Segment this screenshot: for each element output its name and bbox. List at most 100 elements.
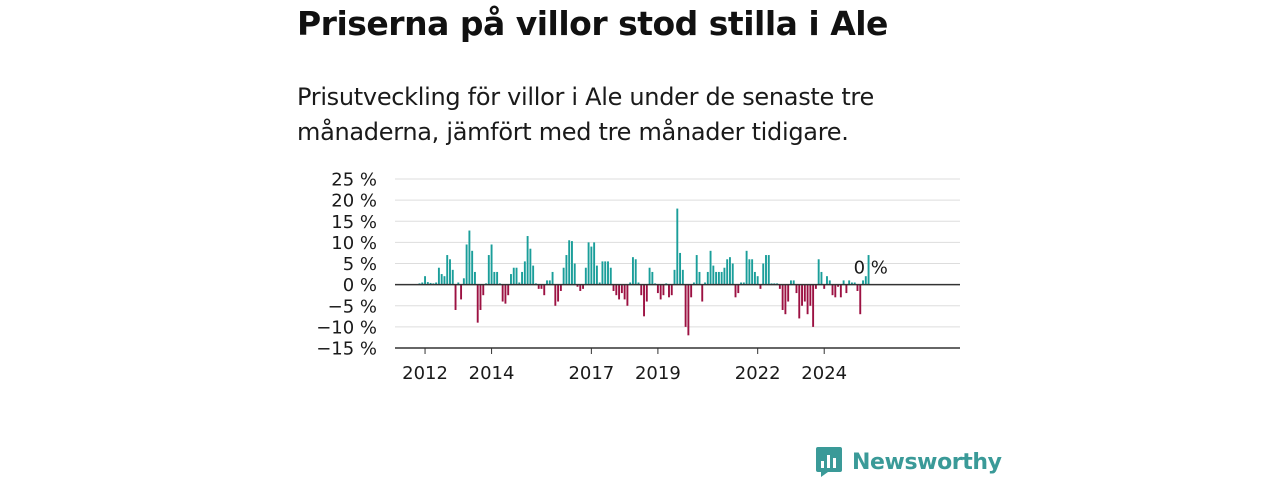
bar [623,284,626,300]
bar [690,284,693,298]
bar [790,280,792,285]
bar [817,259,820,285]
bar [634,259,637,285]
bar [451,269,454,285]
bar [826,276,828,285]
y-tick-label: 5 % [343,254,377,275]
bar [571,241,573,285]
bar [460,284,463,300]
bar [762,263,765,285]
chart-title: Priserna på villor stod stilla i Ale [297,4,888,43]
bar [568,240,571,285]
bar [676,208,679,285]
bar [731,263,734,285]
bar [781,284,784,310]
bar [848,280,851,285]
bar [443,276,446,285]
bar [537,284,540,289]
bar [850,282,853,285]
bar [562,267,565,285]
bar [792,280,795,285]
bar [715,271,718,285]
x-tick-label: 2014 [469,363,515,384]
bar [864,276,867,285]
bar [620,284,623,294]
bar [598,282,601,285]
bar [582,284,584,289]
bar [806,284,809,315]
y-axis-ticks: 25 %20 %15 %10 %5 %0 %−5 %−10 %−15 % [316,170,377,360]
bar [814,284,817,289]
bar [729,257,731,285]
bar [701,284,704,302]
x-tick-label: 2019 [635,363,681,384]
bar [742,282,745,285]
bar [812,284,815,327]
bar [473,271,476,285]
bar [695,255,698,285]
bar [559,284,562,291]
bar [692,282,695,285]
bar [745,250,748,285]
bar [820,271,823,285]
bar [856,284,859,291]
bar [626,284,629,306]
bar [618,284,621,300]
bar [648,267,651,285]
bar [734,284,737,298]
bar [457,282,460,285]
bar-chart: 25 %20 %15 %10 %5 %0 %−5 %−10 %−15 % 201… [316,170,960,384]
bar [565,255,568,285]
bar [859,284,862,315]
bar [720,271,723,285]
bar [709,250,712,285]
bar [726,259,729,285]
bar [640,284,643,296]
bar [684,284,687,327]
x-tick-label: 2022 [735,363,781,384]
bar [449,259,451,285]
y-tick-label: 15 % [331,212,377,233]
bar [828,280,831,285]
bar [429,282,432,285]
bar [679,252,682,285]
bar [465,244,468,285]
bar [523,261,526,285]
bar [631,257,634,285]
bar [748,259,751,285]
bar [532,265,535,285]
bar [437,267,440,285]
bars [418,208,870,336]
bar [834,284,837,298]
bar [845,284,848,294]
y-tick-label: 25 % [331,170,377,191]
bar [493,271,496,285]
bar [651,271,654,285]
bar [787,284,790,302]
last-value-label: 0 % [854,258,888,279]
y-tick-label: 0 % [343,275,377,296]
bar [668,284,670,298]
bar [590,246,593,285]
bar [604,261,607,285]
bar [424,276,426,285]
bar [435,282,438,285]
bar [421,282,424,285]
bar [673,269,676,285]
bar [853,282,856,285]
bar [446,255,449,285]
bar [515,267,518,285]
x-tick-label: 2012 [402,363,448,384]
bar [576,284,579,287]
bar [767,255,770,285]
bar [496,271,499,285]
bar [717,271,720,285]
y-tick-label: 20 % [331,191,377,212]
bar [521,271,524,285]
bar [540,284,543,289]
bar [795,284,798,294]
x-tick-label: 2017 [568,363,614,384]
bar [712,265,715,285]
bar [756,276,759,285]
bar [482,284,485,296]
